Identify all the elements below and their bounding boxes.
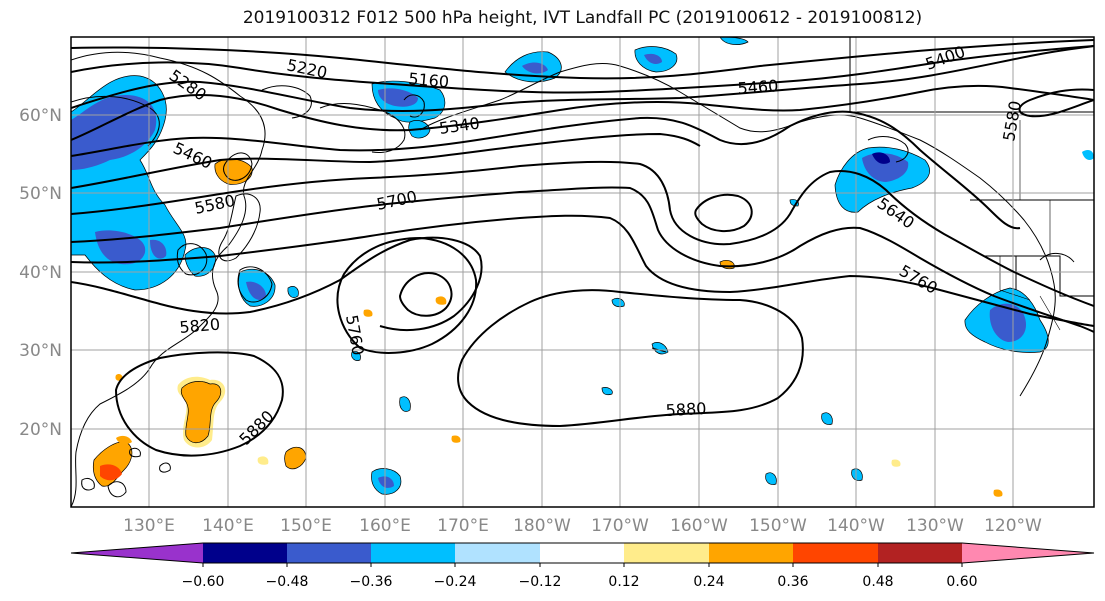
lon-label: 140°E (202, 516, 254, 536)
colorbar-tick-label: 0.36 (777, 574, 808, 590)
colorbar-tick-label: −0.60 (182, 574, 225, 590)
colorbar-extend-high (962, 543, 1094, 563)
contour-label: 5460 (737, 76, 779, 98)
colorbar-tick-label: 0.48 (862, 574, 893, 590)
colorbar-tick-label: −0.12 (519, 574, 562, 590)
lon-label: 150°W (749, 516, 807, 536)
colorbar-tick-label: −0.24 (434, 574, 477, 590)
lon-labels: 130°E 140°E 150°E 160°E 170°E 180°W 170°… (123, 516, 1042, 536)
colorbar-extend-low (71, 543, 203, 563)
lon-label: 130°W (906, 516, 964, 536)
lon-label: 120°W (984, 516, 1042, 536)
lon-label: 170°E (437, 516, 489, 536)
ivt-negative-shading (71, 37, 1094, 495)
colorbar-tick-label: 0.12 (608, 574, 639, 590)
colorbar-segment (287, 543, 371, 563)
lat-label: 60°N (19, 106, 62, 126)
map-title: 2019100312 F012 500 hPa height, IVT Land… (242, 8, 923, 28)
colorbar-segment (540, 543, 624, 563)
colorbar-segment (709, 543, 793, 563)
lon-label: 130°E (123, 516, 175, 536)
lon-label: 180°W (513, 516, 571, 536)
colorbar-tick-label: 0.24 (693, 574, 724, 590)
map-frame (70, 36, 1095, 508)
colorbar-tick-label: −0.36 (350, 574, 393, 590)
colorbar (70, 542, 1095, 567)
lat-label: 40°N (19, 263, 62, 283)
colorbar-segment (793, 543, 878, 563)
lon-label: 160°W (670, 516, 728, 536)
colorbar-segment (371, 543, 455, 563)
gridlines (71, 37, 1094, 507)
political-borders (999, 120, 1061, 331)
lat-label: 50°N (19, 184, 62, 204)
colorbar-tick-label: 0.60 (946, 574, 977, 590)
colorbar-segment (455, 543, 540, 563)
colorbar-segment (203, 543, 287, 563)
height-contours (71, 39, 1094, 457)
contour-label: 5880 (665, 399, 707, 420)
colorbar-segment (878, 543, 962, 563)
lon-label: 140°W (827, 516, 885, 536)
lon-label: 170°W (591, 516, 649, 536)
colorbar-tick-label: −0.48 (266, 574, 309, 590)
contour-label: 5820 (179, 315, 221, 337)
lat-label: 20°N (19, 420, 62, 440)
contour-label: 5160 (408, 69, 450, 91)
ivt-positive-shading (92, 158, 1003, 497)
lat-labels: 60°N 50°N 40°N 30°N 20°N (19, 106, 62, 440)
lat-label: 30°N (19, 341, 62, 361)
colorbar-segment (624, 543, 709, 563)
lon-label: 160°E (359, 516, 411, 536)
lon-label: 150°E (280, 516, 332, 536)
colorbar-ticks: −0.60 −0.48 −0.36 −0.24 −0.12 0.12 0.24 … (182, 574, 978, 590)
